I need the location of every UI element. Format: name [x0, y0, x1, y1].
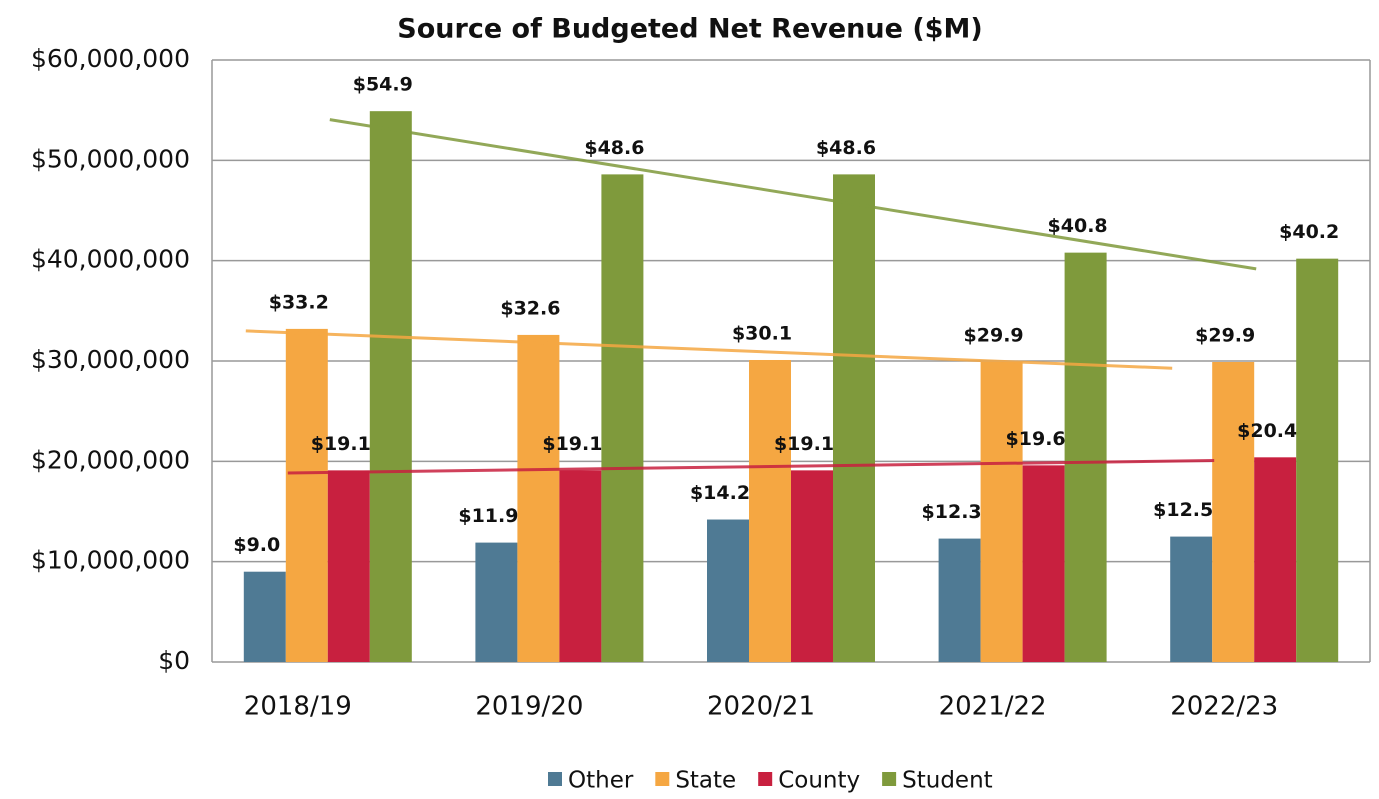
- data-label: $19.1: [311, 433, 371, 455]
- x-tick-label: 2019/20: [475, 692, 583, 722]
- bar: [475, 542, 518, 662]
- data-label: $29.9: [964, 325, 1024, 347]
- data-label: $19.1: [542, 433, 602, 455]
- data-label: $12.5: [1153, 499, 1213, 521]
- data-label: $9.0: [233, 534, 280, 556]
- bar: [327, 470, 370, 662]
- data-label: $12.3: [922, 501, 982, 523]
- legend-swatch: [882, 772, 897, 786]
- data-label: $30.1: [732, 322, 792, 344]
- bar: [749, 359, 791, 662]
- bar: [1064, 252, 1107, 662]
- bar: [791, 470, 833, 662]
- bar: [1296, 258, 1339, 662]
- bar: [285, 328, 328, 662]
- x-tick-label: 2021/22: [939, 692, 1047, 722]
- bar: [1254, 457, 1297, 662]
- legend-label: Other: [568, 768, 634, 794]
- bar: [938, 538, 981, 662]
- y-tick-label: $10,000,000: [31, 546, 190, 575]
- data-label: $40.8: [1048, 215, 1108, 237]
- bar: [559, 470, 602, 662]
- data-label: $19.1: [774, 433, 834, 455]
- data-label: $14.2: [690, 482, 750, 504]
- bar: [980, 362, 1023, 662]
- x-tick-label: 2020/21: [707, 692, 815, 722]
- bar: [1212, 362, 1255, 662]
- bar: [1170, 536, 1213, 662]
- legend-swatch: [758, 772, 773, 786]
- legend-label: Student: [902, 768, 993, 794]
- legend-label: State: [675, 768, 736, 794]
- trend-line: [245, 329, 1173, 370]
- data-label: $33.2: [269, 291, 329, 313]
- y-tick-label: $50,000,000: [31, 144, 190, 173]
- bar: [369, 111, 412, 663]
- legend-label: County: [778, 768, 860, 794]
- y-tick-label: $0: [158, 646, 190, 675]
- y-tick-label: $40,000,000: [31, 245, 190, 274]
- bar: [1022, 465, 1065, 662]
- y-tick-label: $30,000,000: [31, 345, 190, 374]
- bar: [833, 174, 875, 662]
- data-label: $48.6: [816, 137, 876, 159]
- y-tick-label: $20,000,000: [31, 445, 190, 474]
- legend-swatch: [655, 772, 670, 786]
- legend-swatch: [548, 772, 562, 786]
- data-label: $32.6: [500, 297, 560, 319]
- data-label: $40.2: [1279, 221, 1339, 243]
- bar: [601, 174, 644, 662]
- chart-title: Source of Budgeted Net Revenue ($M): [397, 14, 982, 45]
- x-tick-label: 2022/23: [1170, 692, 1278, 722]
- data-label: $19.6: [1006, 428, 1066, 450]
- data-label: $54.9: [353, 74, 413, 96]
- trend-line: [329, 118, 1257, 271]
- y-tick-label: $60,000,000: [31, 44, 190, 73]
- data-label: $11.9: [458, 505, 518, 527]
- bar: [707, 519, 749, 662]
- data-label: $20.4: [1237, 420, 1297, 442]
- data-label: $29.9: [1195, 325, 1255, 347]
- bar: [517, 334, 560, 662]
- trend-line: [287, 459, 1215, 475]
- x-tick-label: 2018/19: [244, 692, 352, 722]
- bar: [243, 571, 286, 662]
- data-label: $48.6: [584, 137, 644, 159]
